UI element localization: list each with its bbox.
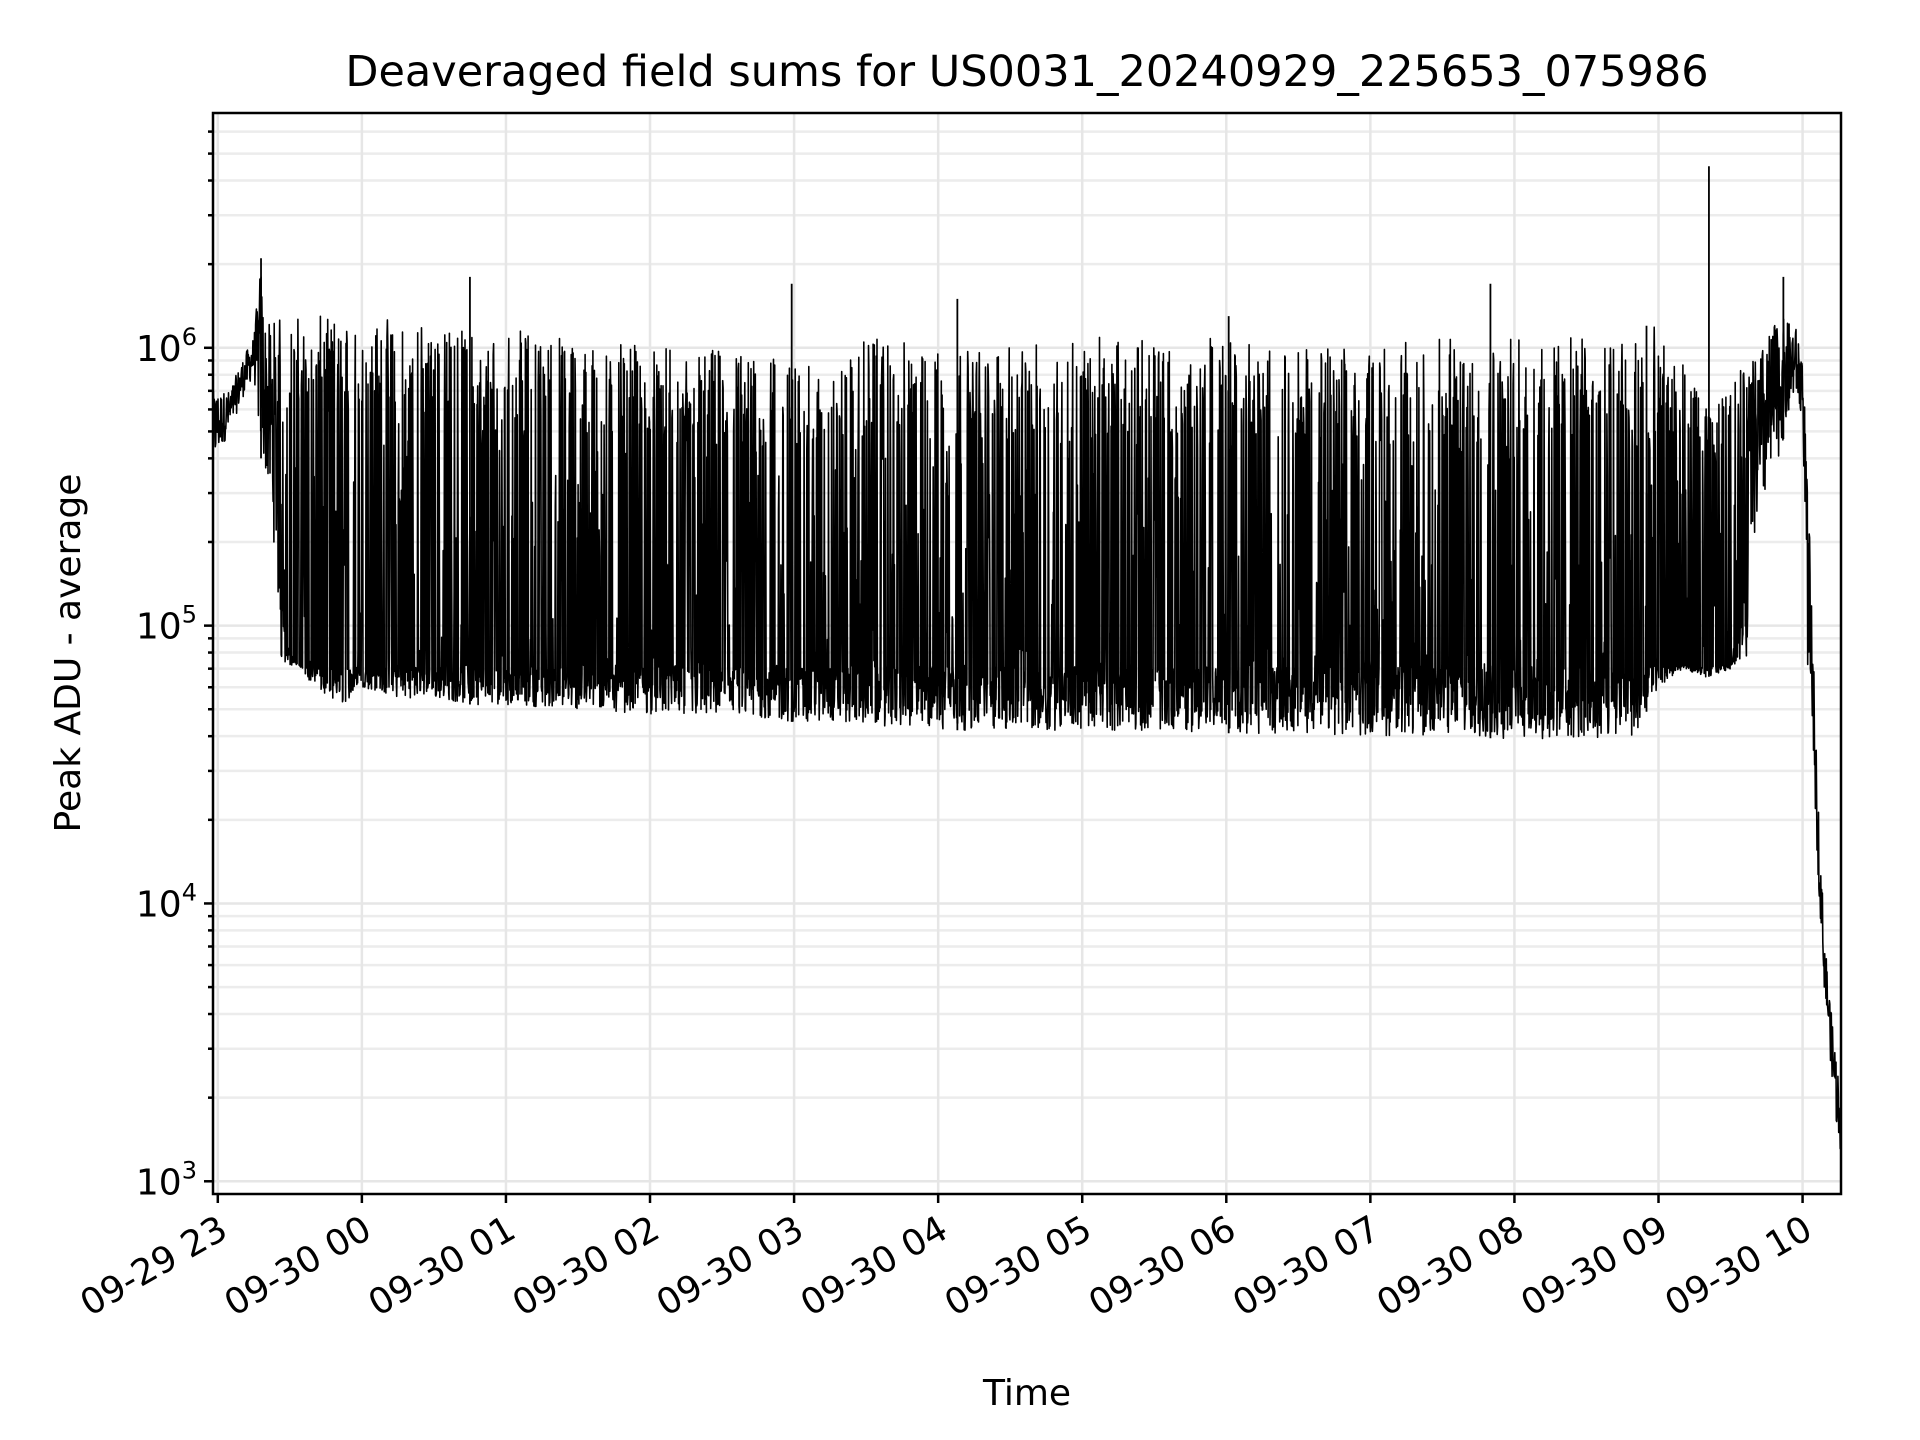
y-tick-label: 106 [136, 323, 197, 370]
y-axis-label: Peak ADU - average [48, 474, 89, 833]
data-series [212, 166, 1842, 1150]
series-line [212, 276, 1842, 1150]
y-tick-label: 105 [136, 601, 197, 648]
y-tick-label: 103 [136, 1156, 197, 1203]
plot-frame [211, 111, 1843, 1196]
y-tick-label: 104 [136, 878, 197, 925]
major-gridlines [213, 113, 1841, 1194]
y-axis: 103 104 105 106 [136, 323, 213, 1203]
chart-title: Deaveraged field sums for US0031_2024092… [345, 47, 1708, 97]
x-axis-label: Time [982, 1373, 1071, 1414]
